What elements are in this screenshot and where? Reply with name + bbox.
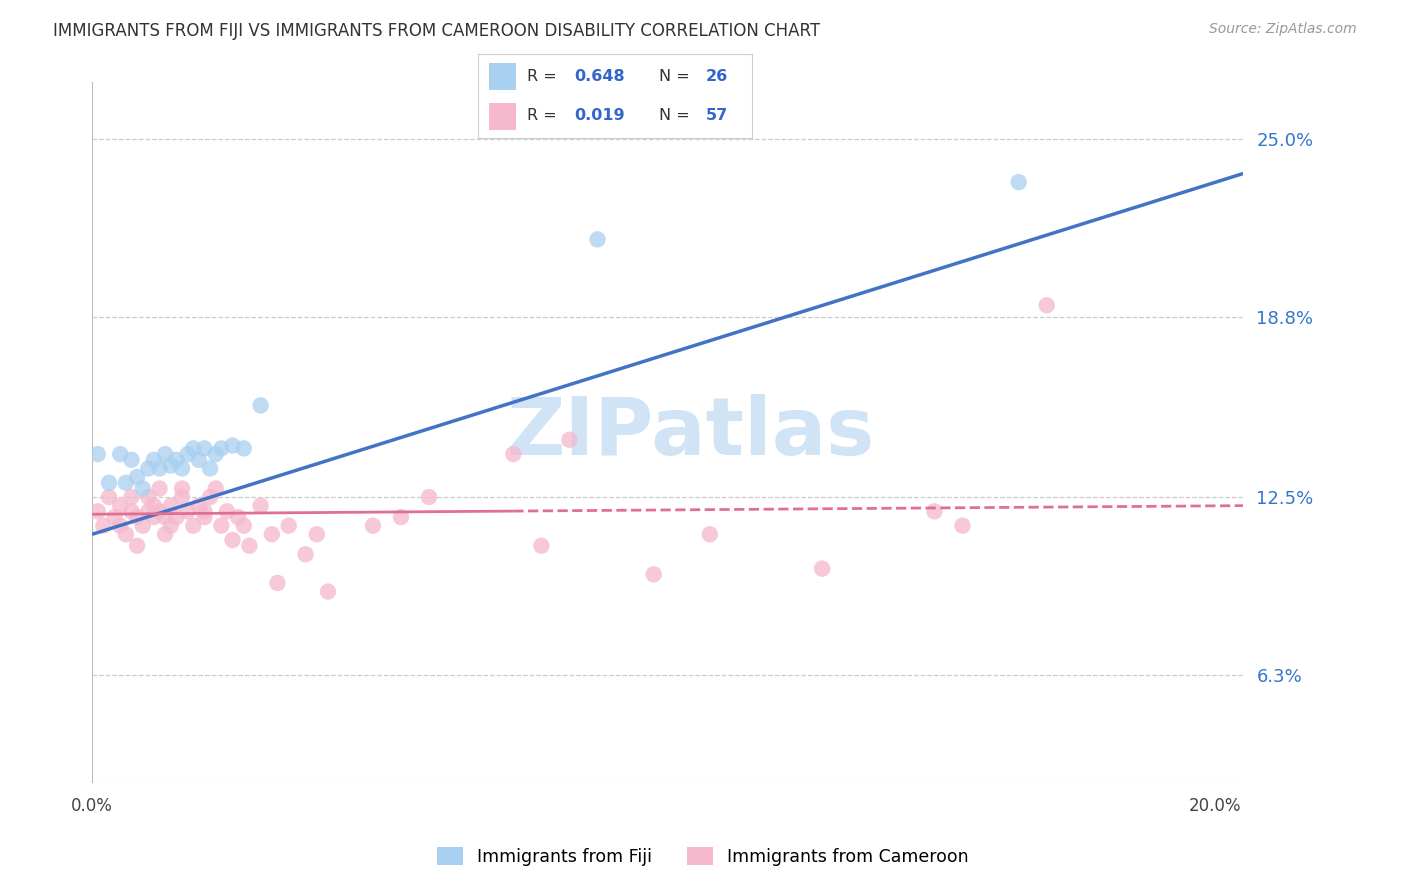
- Point: [277, 518, 299, 533]
- Text: 26: 26: [706, 69, 728, 84]
- Point: [361, 518, 384, 533]
- FancyBboxPatch shape: [489, 62, 516, 90]
- Point: [148, 482, 170, 496]
- Point: [176, 447, 198, 461]
- Point: [136, 490, 159, 504]
- Point: [209, 518, 232, 533]
- Text: R =: R =: [527, 108, 562, 123]
- Text: 0.648: 0.648: [574, 69, 624, 84]
- Point: [924, 504, 946, 518]
- Point: [148, 504, 170, 518]
- Point: [811, 561, 834, 575]
- Point: [389, 510, 412, 524]
- Point: [586, 232, 609, 246]
- Text: 0.019: 0.019: [574, 108, 624, 123]
- Point: [699, 527, 721, 541]
- Point: [249, 399, 271, 413]
- Point: [142, 499, 165, 513]
- Point: [132, 518, 155, 533]
- Point: [153, 510, 176, 524]
- Point: [305, 527, 328, 541]
- Text: R =: R =: [527, 69, 562, 84]
- Point: [221, 438, 243, 452]
- Point: [142, 510, 165, 524]
- Point: [110, 518, 132, 533]
- Point: [502, 447, 524, 461]
- Text: ZIPatlas: ZIPatlas: [506, 393, 875, 472]
- Point: [316, 584, 339, 599]
- Point: [1035, 298, 1057, 312]
- Point: [153, 527, 176, 541]
- Point: [187, 499, 209, 513]
- Point: [87, 447, 110, 461]
- Point: [159, 518, 181, 533]
- Point: [176, 504, 198, 518]
- Point: [170, 490, 193, 504]
- Point: [115, 475, 138, 490]
- Point: [952, 518, 974, 533]
- Point: [121, 453, 143, 467]
- Point: [643, 567, 665, 582]
- Point: [104, 510, 127, 524]
- Point: [121, 490, 143, 504]
- Point: [170, 461, 193, 475]
- Point: [159, 458, 181, 473]
- Point: [530, 539, 553, 553]
- Point: [221, 533, 243, 547]
- Point: [187, 453, 209, 467]
- Point: [165, 453, 187, 467]
- Point: [127, 539, 149, 553]
- Point: [204, 447, 226, 461]
- Legend: Immigrants from Fiji, Immigrants from Cameroon: Immigrants from Fiji, Immigrants from Ca…: [430, 840, 976, 872]
- Point: [1007, 175, 1029, 189]
- Point: [226, 510, 249, 524]
- Point: [98, 490, 121, 504]
- Point: [110, 499, 132, 513]
- Point: [115, 527, 138, 541]
- Point: [215, 504, 238, 518]
- Point: [193, 504, 215, 518]
- Point: [110, 447, 132, 461]
- Point: [165, 510, 187, 524]
- Point: [87, 504, 110, 518]
- Point: [294, 547, 316, 561]
- Point: [181, 518, 204, 533]
- Point: [121, 504, 143, 518]
- Point: [204, 482, 226, 496]
- Point: [198, 461, 221, 475]
- Point: [418, 490, 440, 504]
- Point: [170, 482, 193, 496]
- Point: [98, 475, 121, 490]
- Point: [93, 518, 115, 533]
- Text: IMMIGRANTS FROM FIJI VS IMMIGRANTS FROM CAMEROON DISABILITY CORRELATION CHART: IMMIGRANTS FROM FIJI VS IMMIGRANTS FROM …: [53, 22, 821, 40]
- Point: [238, 539, 260, 553]
- Point: [142, 453, 165, 467]
- Point: [148, 461, 170, 475]
- Text: N =: N =: [659, 108, 695, 123]
- Point: [249, 499, 271, 513]
- Point: [193, 510, 215, 524]
- Point: [136, 504, 159, 518]
- Text: 57: 57: [706, 108, 728, 123]
- Point: [198, 490, 221, 504]
- Point: [153, 447, 176, 461]
- Text: N =: N =: [659, 69, 695, 84]
- FancyBboxPatch shape: [489, 103, 516, 130]
- Point: [127, 510, 149, 524]
- Point: [193, 442, 215, 456]
- Point: [136, 461, 159, 475]
- Point: [132, 482, 155, 496]
- Point: [232, 518, 254, 533]
- Point: [558, 433, 581, 447]
- Point: [232, 442, 254, 456]
- Point: [260, 527, 283, 541]
- Point: [209, 442, 232, 456]
- Point: [127, 470, 149, 484]
- Text: Source: ZipAtlas.com: Source: ZipAtlas.com: [1209, 22, 1357, 37]
- Point: [181, 442, 204, 456]
- Point: [266, 576, 288, 591]
- Point: [159, 499, 181, 513]
